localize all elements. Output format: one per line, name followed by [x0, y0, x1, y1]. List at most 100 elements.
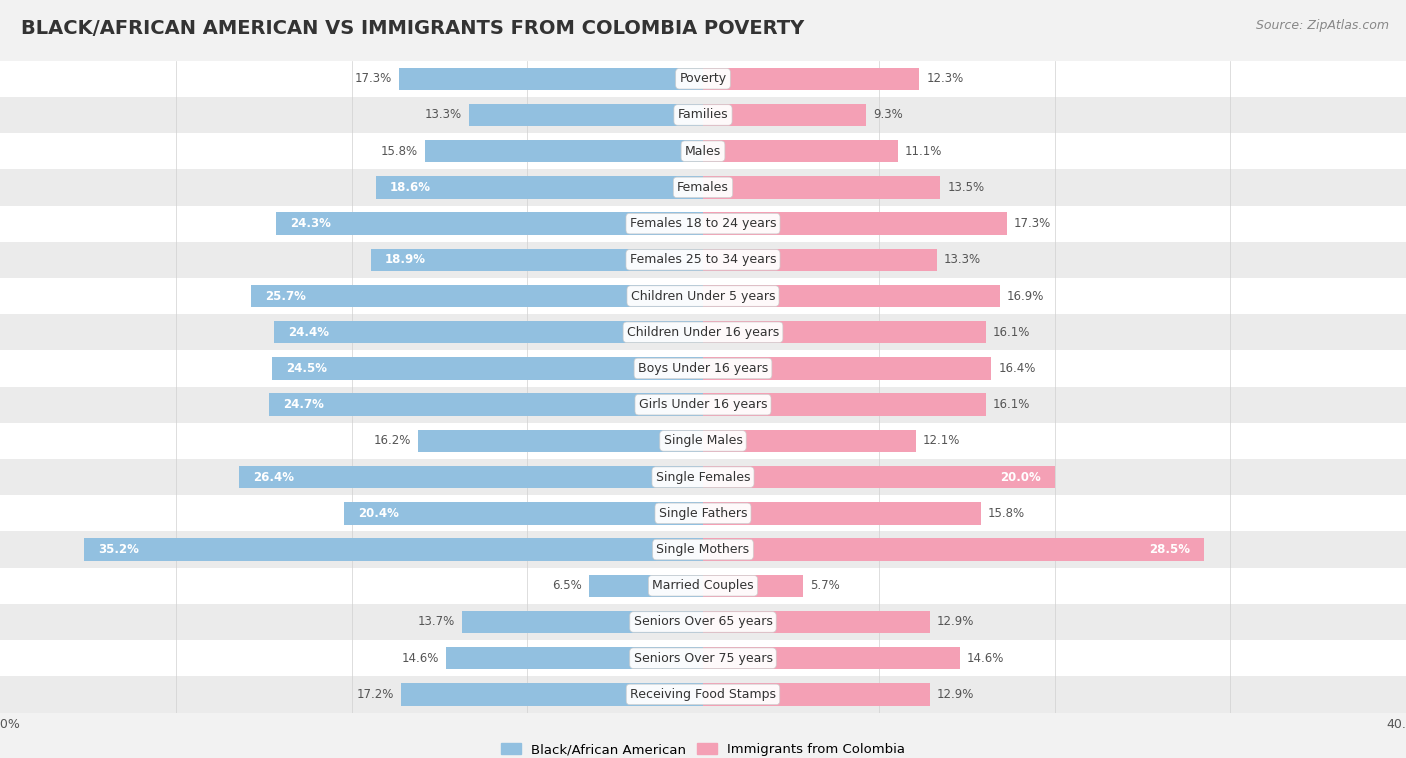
Text: Females 18 to 24 years: Females 18 to 24 years — [630, 217, 776, 230]
Text: 16.4%: 16.4% — [998, 362, 1036, 375]
Bar — [703, 430, 915, 452]
Text: Females 25 to 34 years: Females 25 to 34 years — [630, 253, 776, 266]
Bar — [0, 531, 1406, 568]
Text: 9.3%: 9.3% — [873, 108, 903, 121]
Text: 24.3%: 24.3% — [290, 217, 330, 230]
Bar — [274, 321, 703, 343]
Text: 35.2%: 35.2% — [98, 543, 139, 556]
Bar — [703, 176, 941, 199]
Text: 16.2%: 16.2% — [374, 434, 412, 447]
Text: Families: Families — [678, 108, 728, 121]
Bar — [0, 640, 1406, 676]
Text: Seniors Over 65 years: Seniors Over 65 years — [634, 615, 772, 628]
Text: Girls Under 16 years: Girls Under 16 years — [638, 398, 768, 411]
Text: 25.7%: 25.7% — [266, 290, 307, 302]
Text: 17.3%: 17.3% — [354, 72, 392, 85]
Text: 15.8%: 15.8% — [381, 145, 419, 158]
Bar — [589, 575, 703, 597]
Bar — [0, 61, 1406, 97]
Bar — [425, 140, 703, 162]
Bar — [0, 495, 1406, 531]
Text: Single Females: Single Females — [655, 471, 751, 484]
Bar — [239, 466, 703, 488]
Bar — [0, 423, 1406, 459]
Text: Source: ZipAtlas.com: Source: ZipAtlas.com — [1256, 19, 1389, 32]
Bar — [0, 169, 1406, 205]
Bar — [252, 285, 703, 307]
Bar — [399, 67, 703, 90]
Bar — [703, 285, 1000, 307]
Text: 18.6%: 18.6% — [391, 181, 432, 194]
Bar — [276, 212, 703, 235]
Text: Seniors Over 75 years: Seniors Over 75 years — [634, 652, 772, 665]
Text: 18.9%: 18.9% — [385, 253, 426, 266]
Bar — [344, 502, 703, 525]
Text: Boys Under 16 years: Boys Under 16 years — [638, 362, 768, 375]
Bar — [703, 611, 929, 633]
Text: 11.1%: 11.1% — [905, 145, 942, 158]
Bar — [703, 502, 981, 525]
Text: 20.4%: 20.4% — [359, 507, 399, 520]
Bar — [0, 97, 1406, 133]
Text: Children Under 16 years: Children Under 16 years — [627, 326, 779, 339]
Text: 24.5%: 24.5% — [287, 362, 328, 375]
Bar — [703, 249, 936, 271]
Text: 12.9%: 12.9% — [936, 688, 974, 701]
Text: 14.6%: 14.6% — [967, 652, 1004, 665]
Bar — [703, 466, 1054, 488]
Bar — [0, 387, 1406, 423]
Bar — [401, 683, 703, 706]
Bar — [0, 604, 1406, 640]
Bar — [703, 104, 866, 126]
Text: Single Mothers: Single Mothers — [657, 543, 749, 556]
Bar — [0, 278, 1406, 314]
Text: Females: Females — [678, 181, 728, 194]
Text: Single Fathers: Single Fathers — [659, 507, 747, 520]
Bar — [703, 140, 898, 162]
Bar — [84, 538, 703, 561]
Bar — [371, 249, 703, 271]
Text: 16.9%: 16.9% — [1007, 290, 1045, 302]
Text: 20.0%: 20.0% — [1000, 471, 1040, 484]
Bar — [470, 104, 703, 126]
Bar — [703, 357, 991, 380]
Bar — [463, 611, 703, 633]
Text: 13.7%: 13.7% — [418, 615, 456, 628]
Bar — [273, 357, 703, 380]
Bar — [375, 176, 703, 199]
Bar — [0, 350, 1406, 387]
Text: 26.4%: 26.4% — [253, 471, 294, 484]
Bar — [703, 212, 1007, 235]
Bar — [0, 242, 1406, 278]
Bar — [269, 393, 703, 416]
Text: 13.3%: 13.3% — [425, 108, 463, 121]
Text: 16.1%: 16.1% — [993, 398, 1031, 411]
Bar — [703, 393, 986, 416]
Text: 17.2%: 17.2% — [356, 688, 394, 701]
Text: Receiving Food Stamps: Receiving Food Stamps — [630, 688, 776, 701]
Text: 16.1%: 16.1% — [993, 326, 1031, 339]
Text: BLACK/AFRICAN AMERICAN VS IMMIGRANTS FROM COLOMBIA POVERTY: BLACK/AFRICAN AMERICAN VS IMMIGRANTS FRO… — [21, 19, 804, 38]
Bar — [0, 568, 1406, 604]
Text: 5.7%: 5.7% — [810, 579, 839, 592]
Text: 12.9%: 12.9% — [936, 615, 974, 628]
Text: 6.5%: 6.5% — [553, 579, 582, 592]
Text: Poverty: Poverty — [679, 72, 727, 85]
Text: 14.6%: 14.6% — [402, 652, 439, 665]
Text: Married Couples: Married Couples — [652, 579, 754, 592]
Bar — [447, 647, 703, 669]
Bar — [703, 647, 960, 669]
Text: 15.8%: 15.8% — [987, 507, 1025, 520]
Bar — [0, 676, 1406, 713]
Bar — [0, 314, 1406, 350]
Bar — [703, 575, 803, 597]
Text: 28.5%: 28.5% — [1149, 543, 1189, 556]
Text: 24.4%: 24.4% — [288, 326, 329, 339]
Bar — [703, 538, 1204, 561]
Text: 13.3%: 13.3% — [943, 253, 981, 266]
Bar — [0, 205, 1406, 242]
Text: 12.3%: 12.3% — [927, 72, 963, 85]
Bar — [419, 430, 703, 452]
Text: 24.7%: 24.7% — [283, 398, 323, 411]
Legend: Black/African American, Immigrants from Colombia: Black/African American, Immigrants from … — [495, 738, 911, 758]
